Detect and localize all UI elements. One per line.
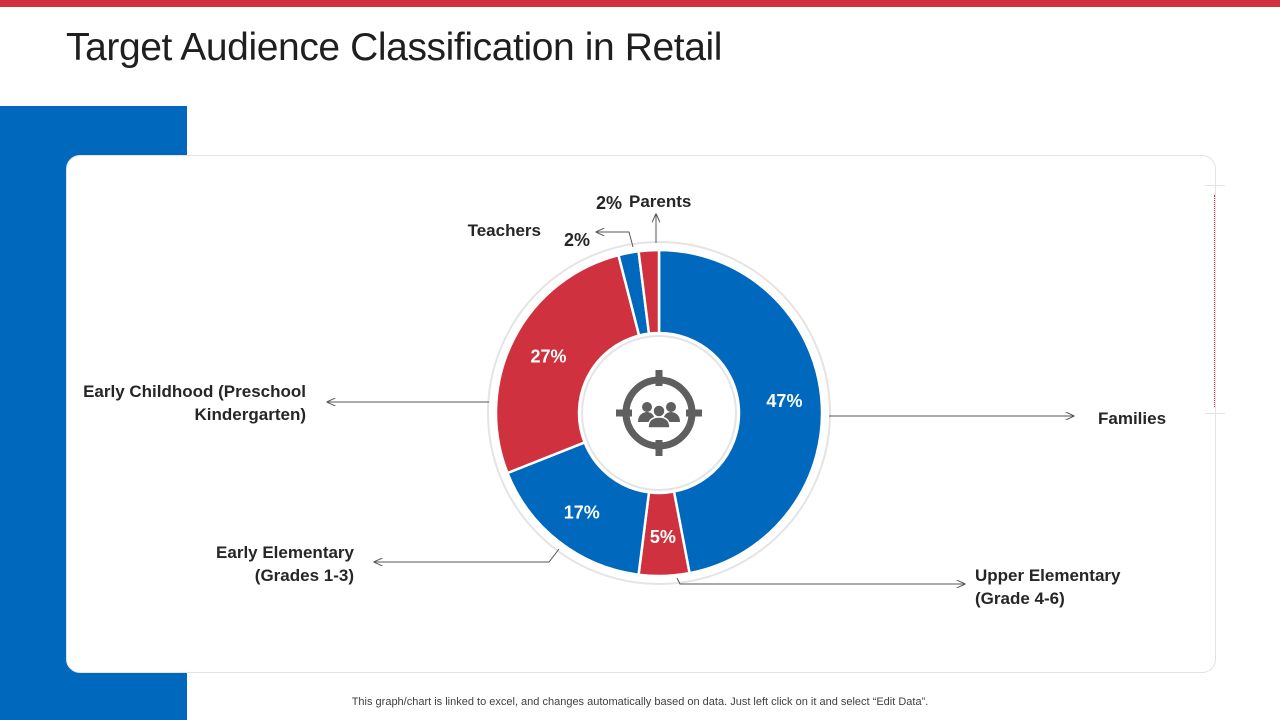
slice-parents[interactable] [637,248,661,336]
value-label-parents: 2% [596,193,622,213]
side-tick-bottom [1205,413,1225,414]
value-label-families: 47% [766,391,802,411]
value-label-early-childhood-preschool-kindergarten: 27% [530,347,566,367]
slide-title: Target Audience Classification in Retail [66,26,723,69]
category-label-early-elementary-grades-1-3: Early Elementary (Grades 1-3) [216,543,355,585]
category-label-teachers: Teachers [468,221,541,240]
top-accent-bar [0,0,1280,7]
leader-line-teachers [596,232,634,248]
value-label-upper-elementary-grade-4-6: 5% [650,527,676,547]
slice-families[interactable] [657,248,824,575]
category-label-families: Families [1098,409,1166,428]
value-label-early-elementary-grades-1-3: 17% [564,503,600,523]
slice-early-elementary-grades-1-3[interactable] [505,440,651,577]
leader-line-early-elementary-grades-1-3 [374,548,560,562]
side-dotted-line [1214,195,1215,407]
target-audience-icon [616,370,702,456]
leader-line-upper-elementary-grade-4-6 [676,577,965,584]
side-tick-top [1205,185,1225,186]
category-label-early-childhood-preschool-kindergarten: Early Childhood (Preschool Kindergarten) [83,382,306,424]
footnote: This graph/chart is linked to excel, and… [351,696,929,708]
slice-early-childhood-preschool-kindergarten[interactable] [494,253,641,475]
category-label-parents: Parents [629,192,691,211]
value-label-teachers: 2% [564,230,590,250]
outer-ring [487,241,831,585]
category-label-upper-elementary-grade-4-6: Upper Elementary (Grade 4-6) [975,566,1121,608]
